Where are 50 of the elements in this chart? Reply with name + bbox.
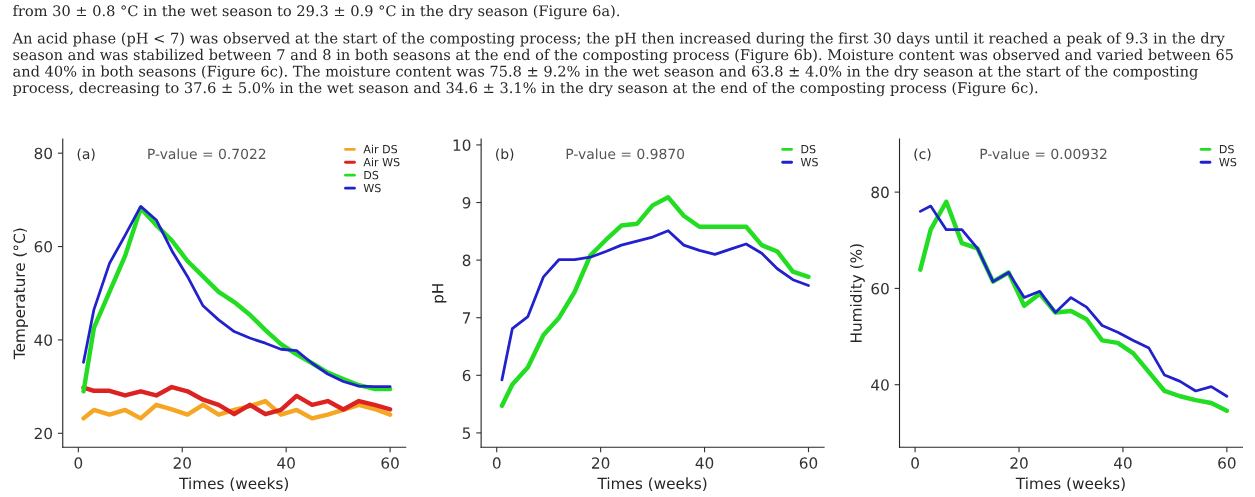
x-tick-label: 40 [695,457,714,469]
x-tick-label: 0 [911,457,919,469]
x-tick-label: 40 [277,457,295,469]
y-tick-label: 60 [871,282,889,295]
x-tick-label: 60 [1218,457,1236,469]
legend-label: Air WS [363,157,400,167]
y-tick-label: 80 [34,147,53,160]
x-tick-label: 0 [492,457,501,469]
annotation: (a) [77,148,95,161]
legend-label: WS [363,183,381,193]
y-tick-label: 10 [453,139,471,151]
line-series [81,384,393,417]
y-tick-label: 9 [462,196,471,209]
x-axis-title: Times (weeks) [179,477,289,491]
text: from 30 ± 0.8 °C in the wet season to 29.3 ± 0.9 °C in the dry season (Figure 6a). [13,4,620,20]
y-axis-title: pH [432,284,447,303]
y-tick-label: 6 [462,369,471,382]
y-tick-label: 5 [462,427,471,439]
legend-label: WS [1219,157,1237,167]
y-tick-label: 40 [34,334,53,346]
y-tick-label: 40 [871,379,889,391]
y-axis-title: Temperature (°C) [13,228,29,360]
x-tick-label: 60 [381,457,399,469]
legend-label: DS [1219,144,1234,154]
annotation: P-value = 0.00932 [980,148,1107,160]
x-tick-label: 20 [173,457,191,469]
x-tick-label: 60 [799,457,818,469]
annotation: P-value = 0.7022 [148,148,266,160]
y-tick-label: 7 [462,312,471,324]
text: An acid phase (pH < 7) was observed at the start of the composting process; the pH then increased during the first 30 days until it reached a peak of 9.3 in the dry season and was stabilized between 7 and 8 in both seasons at the end of the composting process (Figure 6b). Moisture content was observed and varied between 65 and 40% in both seasons (Figure 6c). The moisture content was 75.8 ± 9.2% in the wet season and 63.8 ± 4.0% in the dry season at the start of the composting process, decreasing to 37.6 ± 5.0% in the wet season and 34.6 ± 3.1% in the dry season at the end of the composting process (Figure 6c). [12,32,1233,97]
x-axis-title: Times (weeks) [597,477,707,491]
x-tick-label: 0 [74,457,83,469]
x-tick-label: 40 [1113,457,1132,469]
x-tick-label: 20 [592,457,610,469]
y-tick-label: 60 [34,241,53,253]
legend-label: WS [800,157,818,167]
line-series [500,229,810,382]
annotation: (b) [496,148,514,161]
legend-label: DS [801,144,816,154]
line-series [499,195,811,409]
y-axis-title: Humidity (%) [850,244,865,343]
legend-label: Air DS [363,144,398,154]
x-axis-title: Times (weeks) [1015,477,1125,491]
y-tick-label: 20 [34,427,53,440]
y-tick-label: 80 [871,186,889,199]
legend-label: DS [364,170,379,180]
annotation: (c) [914,148,931,161]
y-tick-label: 8 [462,254,471,267]
x-tick-label: 20 [1010,457,1028,469]
annotation: P-value = 0.9870 [566,148,685,160]
